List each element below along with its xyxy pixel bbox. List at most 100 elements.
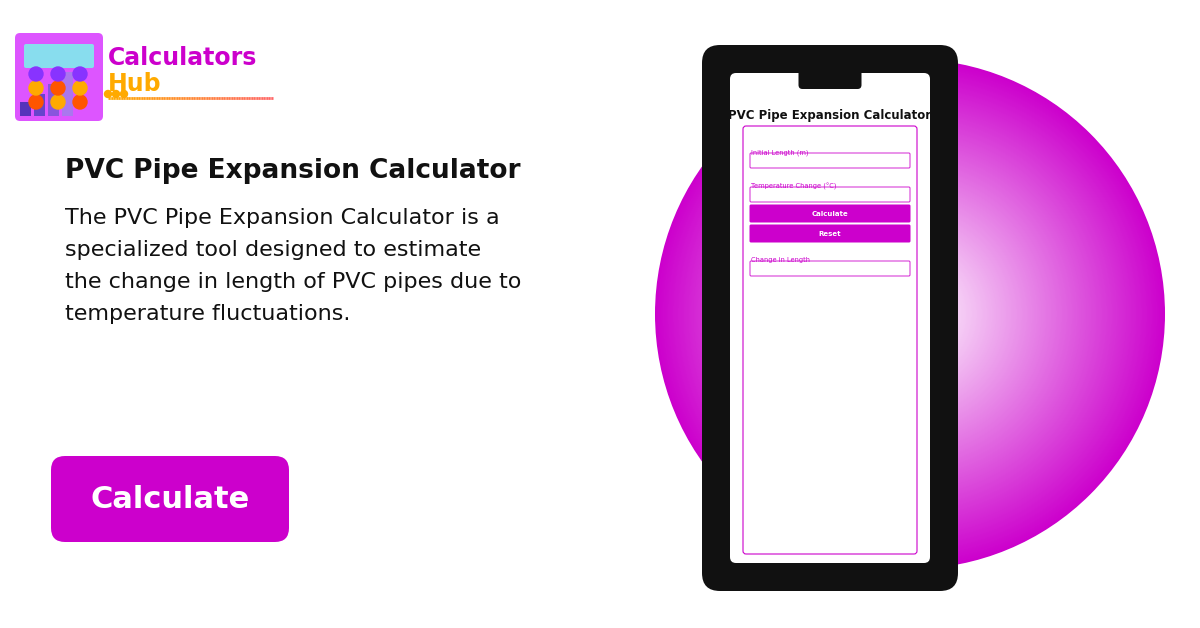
Circle shape <box>726 131 1093 497</box>
Circle shape <box>104 90 112 97</box>
Circle shape <box>773 177 1046 451</box>
Circle shape <box>683 86 1138 542</box>
Circle shape <box>766 170 1055 458</box>
Circle shape <box>685 89 1135 539</box>
Circle shape <box>846 250 973 378</box>
Circle shape <box>710 114 1110 514</box>
Circle shape <box>758 162 1062 466</box>
Circle shape <box>691 95 1129 533</box>
Circle shape <box>814 218 1006 410</box>
Circle shape <box>712 115 1109 513</box>
Circle shape <box>691 95 1128 533</box>
Circle shape <box>708 112 1111 516</box>
Circle shape <box>706 110 1114 518</box>
Circle shape <box>761 165 1060 463</box>
Circle shape <box>900 304 920 324</box>
Circle shape <box>901 305 919 323</box>
Circle shape <box>738 143 1081 485</box>
Circle shape <box>720 124 1100 504</box>
Circle shape <box>806 210 1014 418</box>
Circle shape <box>779 182 1042 446</box>
Circle shape <box>857 261 964 367</box>
Circle shape <box>822 227 997 401</box>
Circle shape <box>841 245 979 383</box>
Circle shape <box>775 179 1045 449</box>
Circle shape <box>727 131 1093 497</box>
Text: Temperature Change (°C): Temperature Change (°C) <box>751 183 836 190</box>
Circle shape <box>756 160 1064 468</box>
Circle shape <box>796 200 1024 428</box>
Circle shape <box>656 61 1163 567</box>
Circle shape <box>802 205 1019 423</box>
Text: Change in Length: Change in Length <box>751 257 810 263</box>
Circle shape <box>708 112 1112 516</box>
Circle shape <box>656 60 1164 568</box>
Circle shape <box>713 117 1108 511</box>
Circle shape <box>743 146 1078 482</box>
Circle shape <box>724 128 1096 500</box>
Circle shape <box>746 150 1074 478</box>
Circle shape <box>874 278 947 350</box>
Circle shape <box>740 145 1079 483</box>
Circle shape <box>698 102 1122 526</box>
Circle shape <box>732 136 1087 492</box>
Circle shape <box>776 181 1044 447</box>
Circle shape <box>787 192 1032 436</box>
Circle shape <box>736 140 1085 488</box>
Circle shape <box>877 281 943 347</box>
Circle shape <box>896 300 924 328</box>
Circle shape <box>892 296 928 332</box>
Circle shape <box>860 264 960 364</box>
Circle shape <box>840 244 980 384</box>
Circle shape <box>715 119 1105 509</box>
Circle shape <box>875 278 946 350</box>
Circle shape <box>734 138 1086 490</box>
Circle shape <box>773 176 1048 452</box>
Circle shape <box>725 129 1096 499</box>
Circle shape <box>876 280 944 348</box>
Circle shape <box>822 225 998 403</box>
Circle shape <box>868 271 953 357</box>
Circle shape <box>890 295 930 333</box>
Circle shape <box>858 262 962 366</box>
Circle shape <box>906 310 914 318</box>
Circle shape <box>718 121 1103 507</box>
Circle shape <box>785 188 1036 440</box>
Circle shape <box>845 249 974 379</box>
Circle shape <box>882 286 938 342</box>
FancyBboxPatch shape <box>750 187 910 202</box>
Circle shape <box>827 230 994 398</box>
Circle shape <box>778 181 1043 447</box>
Circle shape <box>869 273 950 355</box>
Circle shape <box>856 259 965 369</box>
Circle shape <box>684 88 1136 540</box>
Circle shape <box>850 254 971 374</box>
Circle shape <box>661 65 1159 563</box>
Circle shape <box>830 234 990 394</box>
Circle shape <box>29 81 43 95</box>
Circle shape <box>686 90 1134 538</box>
Circle shape <box>659 63 1160 565</box>
Circle shape <box>745 149 1075 479</box>
Circle shape <box>113 90 120 97</box>
Circle shape <box>734 139 1085 489</box>
Circle shape <box>860 264 959 364</box>
Circle shape <box>877 282 942 346</box>
Circle shape <box>679 84 1140 544</box>
Circle shape <box>683 87 1136 541</box>
Circle shape <box>793 197 1027 431</box>
Circle shape <box>73 81 88 95</box>
Circle shape <box>803 207 1018 421</box>
Circle shape <box>660 64 1160 564</box>
Circle shape <box>779 183 1040 445</box>
Circle shape <box>830 235 989 393</box>
Circle shape <box>668 73 1152 555</box>
Circle shape <box>772 175 1049 453</box>
Circle shape <box>811 215 1008 413</box>
Circle shape <box>862 266 959 362</box>
Bar <box>62 72 73 116</box>
Circle shape <box>721 126 1099 502</box>
FancyBboxPatch shape <box>798 69 862 89</box>
Text: PVC Pipe Expansion Calculator: PVC Pipe Expansion Calculator <box>728 109 931 122</box>
Circle shape <box>857 261 962 367</box>
